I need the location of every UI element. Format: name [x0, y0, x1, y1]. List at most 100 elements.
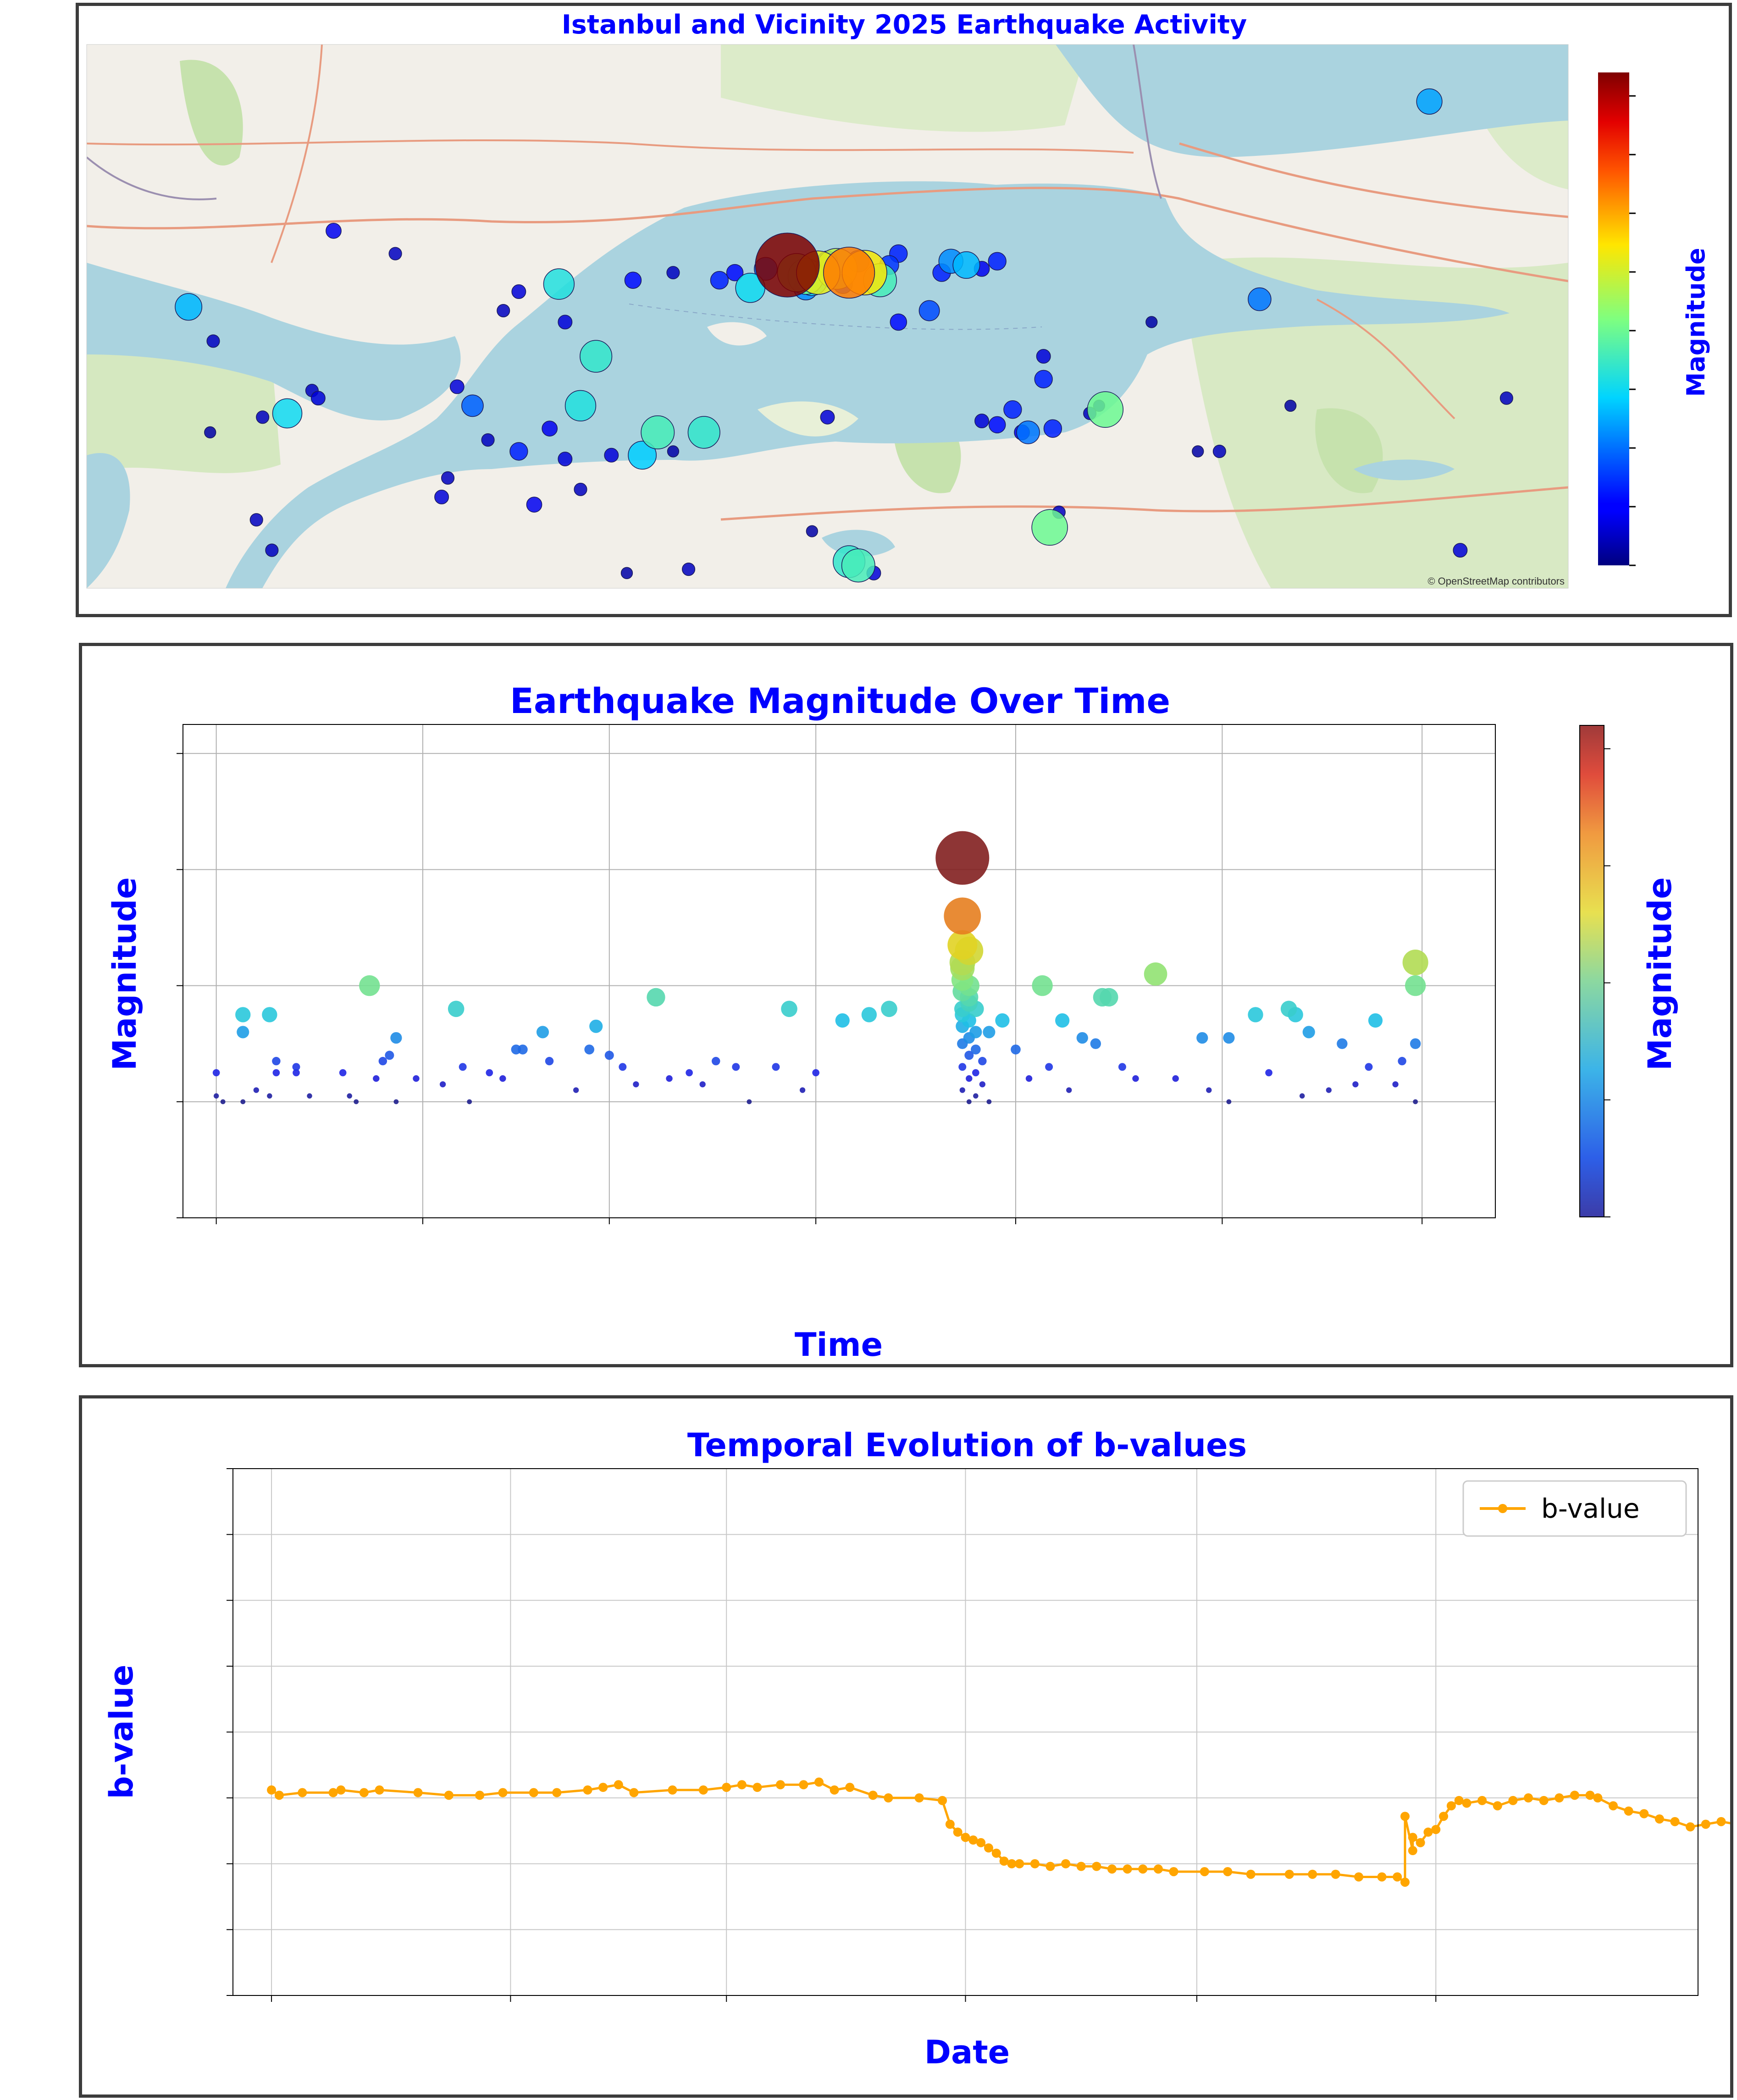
b-xlabel: Date: [924, 2034, 1010, 2071]
b-value-point: [1416, 1838, 1425, 1847]
mag-point: [666, 1075, 672, 1082]
b-value-point: [1354, 1872, 1363, 1881]
b-value-point: [298, 1788, 307, 1797]
b-value-point: [1400, 1878, 1410, 1887]
earthquake-marker: [824, 247, 875, 298]
mag-point: [1077, 1032, 1088, 1044]
b-value-point: [1539, 1796, 1549, 1805]
mag-point: [240, 1099, 245, 1104]
b-value-point: [1061, 1859, 1070, 1868]
map-colorbar-ticks: [1629, 96, 1636, 565]
mag-point: [986, 1099, 991, 1104]
b-value-point: [830, 1785, 839, 1795]
map-title: Istanbul and Vicinity 2025 Earthquake Ac…: [562, 10, 1247, 40]
mag-point: [499, 1075, 506, 1082]
earthquake-marker: [1032, 509, 1068, 545]
mag-point: [1410, 1039, 1421, 1049]
mag-colorbar-label: Magnitude: [1641, 877, 1679, 1071]
earthquake-marker: [1004, 401, 1022, 419]
mag-point: [1196, 1032, 1208, 1044]
b-value-point: [1408, 1833, 1417, 1842]
earthquake-marker: [682, 563, 695, 576]
mag-point: [973, 1093, 978, 1098]
earthquake-marker: [542, 421, 557, 436]
map-colorbar-label: Magnitude: [1682, 248, 1710, 397]
b-value-point: [1169, 1867, 1178, 1876]
mag-point: [214, 1093, 219, 1098]
mag-point: [747, 1099, 752, 1104]
earthquake-marker: [497, 304, 510, 317]
earthquake-marker: [311, 391, 325, 405]
b-value-point: [1524, 1793, 1533, 1802]
mag-point: [958, 1063, 966, 1071]
earthquake-marker: [1044, 420, 1062, 437]
mag-point: [967, 1099, 972, 1104]
earthquake-marker: [442, 472, 454, 485]
mag-point: [862, 1007, 877, 1022]
mag-point: [881, 1000, 897, 1017]
b-value-point: [1077, 1862, 1086, 1871]
earthquake-marker: [558, 452, 572, 466]
b-value-point: [629, 1788, 638, 1797]
mag-point: [732, 1063, 740, 1071]
b-grid: [233, 1469, 1698, 1995]
mag-point: [573, 1087, 579, 1093]
mag-point: [1055, 1013, 1069, 1028]
b-value-point: [583, 1785, 592, 1795]
mag-point: [960, 1087, 965, 1093]
b-value-point: [1593, 1793, 1602, 1802]
earthquake-marker: [450, 380, 464, 393]
b-value-point: [1285, 1870, 1294, 1879]
b-value-point: [336, 1785, 345, 1795]
mag-point: [700, 1081, 706, 1087]
earthquake-marker: [890, 314, 907, 330]
b-value-point: [814, 1778, 824, 1787]
map-attribution: © OpenStreetMap contributors: [1427, 575, 1565, 587]
mag-point: [1118, 1063, 1126, 1071]
mag-point: [518, 1044, 528, 1055]
earthquake-marker: [1500, 392, 1513, 405]
b-value-point: [1671, 1817, 1680, 1826]
b-value-point: [752, 1783, 762, 1792]
mag-ylabel: Magnitude: [106, 877, 144, 1071]
mag-point: [354, 1099, 359, 1104]
b-value-point: [1046, 1862, 1055, 1871]
b-value-point: [267, 1785, 276, 1795]
earthquake-marker: [1453, 543, 1467, 557]
bvalue-panel: Temporal Evolution of b-values Date b-va…: [79, 1395, 1733, 2098]
mag-point: [1227, 1099, 1232, 1104]
b-value-point: [1701, 1820, 1710, 1829]
mag-point: [1132, 1075, 1139, 1082]
mag-point: [1045, 1063, 1053, 1071]
earthquake-marker: [919, 300, 939, 321]
mag-point: [307, 1093, 312, 1098]
earthquake-marker: [512, 285, 526, 298]
b-value-point: [1030, 1859, 1040, 1868]
mag-point: [835, 1013, 850, 1028]
b-value-point: [946, 1820, 955, 1829]
earthquake-marker: [988, 252, 1006, 270]
b-legend-label: b-value: [1541, 1493, 1640, 1524]
mag-point: [1368, 1013, 1383, 1028]
b-value-point: [668, 1785, 677, 1795]
b-value-point: [1462, 1799, 1471, 1808]
mag-point: [467, 1099, 472, 1104]
bvalue-chart: Temporal Evolution of b-values Date b-va…: [82, 1398, 1730, 2094]
magnitude-chart: Earthquake Magnitude Over Time Time Magn…: [82, 646, 1730, 1364]
mag-point: [1011, 1044, 1021, 1055]
b-value-point: [1154, 1864, 1163, 1873]
mag-point: [390, 1032, 402, 1044]
mag-point: [273, 1069, 280, 1077]
b-value-point: [976, 1838, 985, 1847]
earthquake-marker: [175, 293, 202, 320]
b-value-point: [614, 1780, 623, 1789]
earthquake-marker: [989, 416, 1006, 433]
earthquake-marker: [389, 247, 402, 260]
b-value-point: [1439, 1812, 1448, 1821]
b-value-point: [1246, 1870, 1256, 1879]
earthquake-marker: [574, 483, 587, 496]
earthquake-marker: [668, 446, 679, 457]
b-value-point: [360, 1788, 369, 1797]
earthquake-marker: [266, 544, 278, 557]
earthquake-marker: [543, 269, 574, 299]
